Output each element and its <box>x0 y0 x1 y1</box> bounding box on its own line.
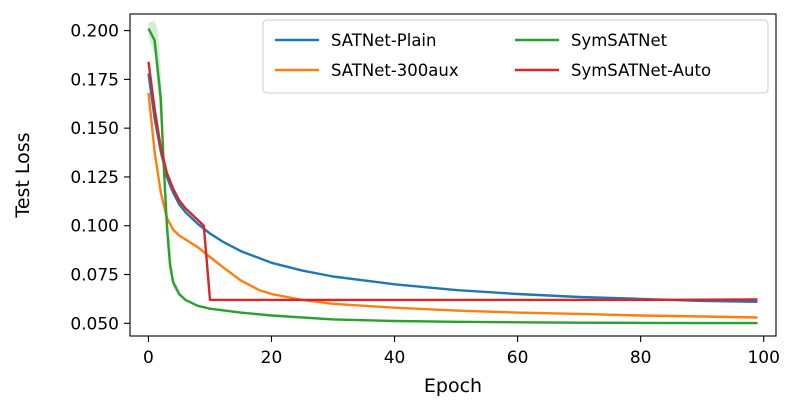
x-tick-label: 40 <box>384 348 406 368</box>
x-tick-label: 20 <box>261 348 283 368</box>
y-tick-label: 0.125 <box>70 168 119 188</box>
series-lines <box>147 28 758 325</box>
legend: SATNet-Plain SATNet-300aux SymSATNet SymSAT… <box>262 19 769 94</box>
series-line <box>147 73 758 303</box>
y-tick-label: 0.200 <box>70 22 119 42</box>
legend-label: SATNet-Plain <box>331 31 436 50</box>
series-line <box>147 92 758 319</box>
y-axis: 0.050 0.075 0.100 0.125 0.150 0.175 0.200 <box>70 22 130 334</box>
y-tick-label: 0.175 <box>70 70 119 90</box>
x-tick-label: 100 <box>747 348 779 368</box>
series-line <box>147 28 758 325</box>
x-axis: 0 20 40 60 80 100 <box>143 336 780 368</box>
plot-frame <box>129 13 777 337</box>
x-axis-label: Epoch <box>424 375 482 397</box>
y-tick-label: 0.075 <box>70 266 119 286</box>
legend-box <box>262 19 769 94</box>
x-tick-label: 60 <box>507 348 529 368</box>
y-axis-label: Test Loss <box>12 132 34 218</box>
y-tick-label: 0.050 <box>70 314 119 334</box>
legend-label: SymSATNet-Auto <box>571 61 711 80</box>
y-tick-label: 0.100 <box>70 217 119 237</box>
legend-label: SymSATNet <box>571 31 668 50</box>
x-tick-label: 0 <box>143 348 154 368</box>
series-line <box>147 61 758 302</box>
legend-label: SATNet-300aux <box>331 61 459 80</box>
x-tick-label: 80 <box>630 348 652 368</box>
y-tick-label: 0.150 <box>70 119 119 139</box>
